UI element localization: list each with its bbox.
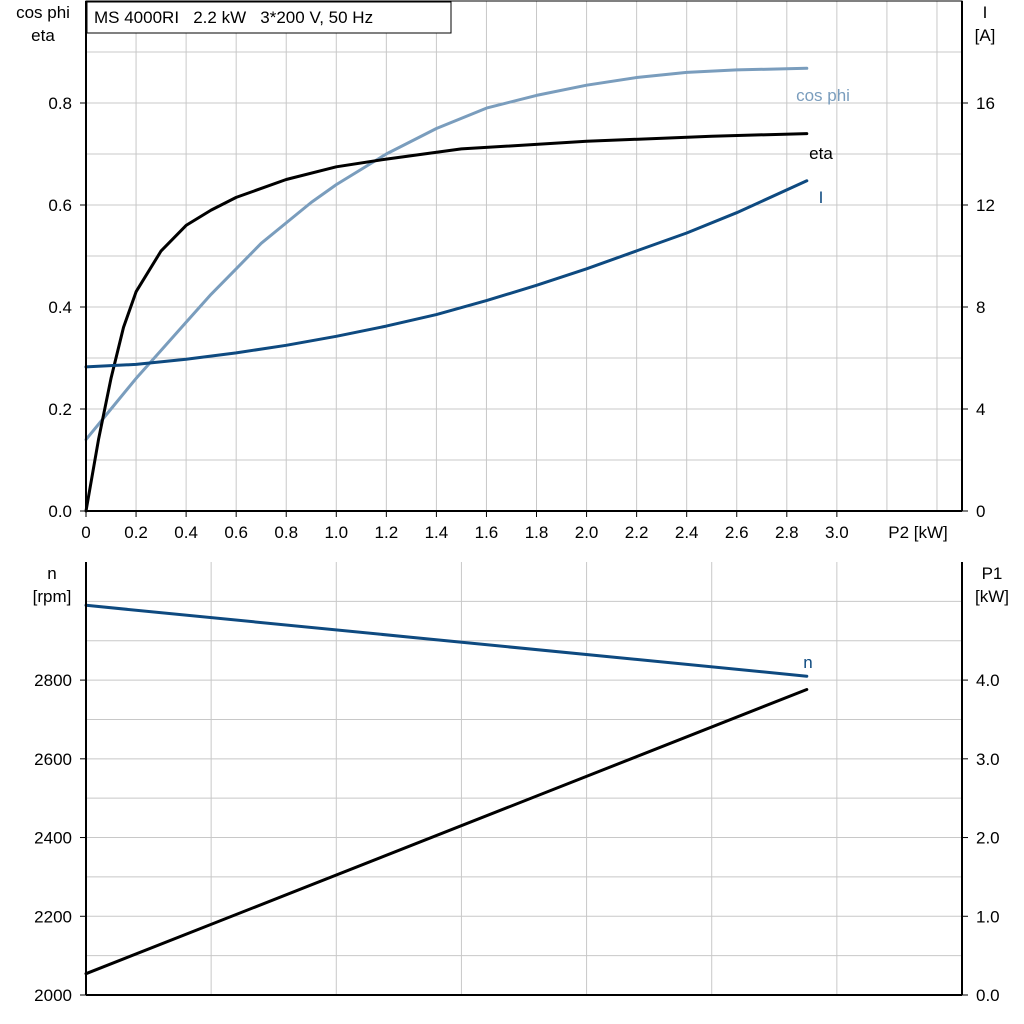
- p1-tick-label: 2.0: [976, 829, 1000, 848]
- y2-tick-label: 4: [976, 400, 985, 419]
- x-tick-label: 2.8: [775, 523, 799, 542]
- y-tick-label: 0.2: [48, 400, 72, 419]
- x-tick-label: 0.8: [274, 523, 298, 542]
- top-axis-ticks: 0 0.2 0.4 0.6 0.8 1.0 1.2 1.4 1.6 1.8 2.0 2.2 2.4 2.6…: [48, 94, 995, 542]
- bottom-axis-ticks: 2000 2200 2400 2600 2800 0.0 1.0 2.0 3.0 4.0: [34, 671, 999, 1005]
- x-tick-label: 0.2: [124, 523, 148, 542]
- y2-axis-label-p1: P1: [982, 564, 1003, 583]
- p1-tick-label: 1.0: [976, 907, 1000, 926]
- x-axis-label: P2 [kW]: [888, 523, 948, 542]
- y-axis-label-rpm: [rpm]: [33, 587, 72, 606]
- p1-tick-label: 0.0: [976, 986, 1000, 1005]
- bottom-gridlines: [86, 562, 962, 995]
- y2-axis-label-i: I: [983, 3, 988, 22]
- y-axis-label-eta: eta: [31, 26, 55, 45]
- eta-curve: [84, 132, 809, 513]
- y2-axis-label-amps: [A]: [975, 26, 996, 45]
- top-curves: [84, 66, 809, 513]
- x-tick-label: 0.6: [224, 523, 248, 542]
- cos-phi-curve: [84, 66, 809, 442]
- x-tick-label: 0.4: [174, 523, 198, 542]
- n-tick-label: 2400: [34, 829, 72, 848]
- x-tick-label: 1.8: [525, 523, 549, 542]
- x-tick-label: 0: [81, 523, 90, 542]
- n-tick-label: 2600: [34, 750, 72, 769]
- series-label-n: n: [803, 653, 812, 672]
- x-tick-label: 1.6: [475, 523, 499, 542]
- x-tick-label: 3.0: [825, 523, 849, 542]
- y-axis-label-cos-phi: cos phi: [16, 3, 70, 22]
- speed-curve: [84, 603, 809, 678]
- x-tick-label: 2.0: [575, 523, 599, 542]
- y2-tick-label: 16: [976, 94, 995, 113]
- n-tick-label: 2200: [34, 907, 72, 926]
- bottom-curves: [84, 603, 809, 976]
- x-tick-label: 2.4: [675, 523, 699, 542]
- y2-tick-label: 12: [976, 196, 995, 215]
- y-tick-label: 0.0: [48, 502, 72, 521]
- y-tick-label: 0.8: [48, 94, 72, 113]
- y-tick-label: 0.4: [48, 298, 72, 317]
- x-tick-label: 1.0: [324, 523, 348, 542]
- series-label-eta: eta: [809, 144, 833, 163]
- y2-tick-label: 0: [976, 502, 985, 521]
- series-label-i: I: [819, 188, 824, 207]
- top-gridlines: [86, 1, 962, 511]
- y2-axis-label-kw: [kW]: [975, 587, 1009, 606]
- n-tick-label: 2800: [34, 671, 72, 690]
- x-tick-label: 1.4: [425, 523, 449, 542]
- p1-curve: [84, 688, 809, 976]
- n-tick-label: 2000: [34, 986, 72, 1005]
- y2-tick-label: 8: [976, 298, 985, 317]
- x-tick-label: 1.2: [375, 523, 399, 542]
- y-axis-label-n: n: [47, 564, 56, 583]
- x-tick-label: 2.2: [625, 523, 649, 542]
- p1-tick-label: 3.0: [976, 750, 1000, 769]
- current-curve: [84, 179, 809, 369]
- x-tick-label: 2.6: [725, 523, 749, 542]
- y-tick-label: 0.6: [48, 196, 72, 215]
- chart-title-box: [86, 1, 452, 34]
- chart-title: MS 4000RI 2.2 kW 3*200 V, 50 Hz: [94, 8, 373, 27]
- p1-tick-label: 4.0: [976, 671, 1000, 690]
- series-label-cos-phi: cos phi: [796, 86, 850, 105]
